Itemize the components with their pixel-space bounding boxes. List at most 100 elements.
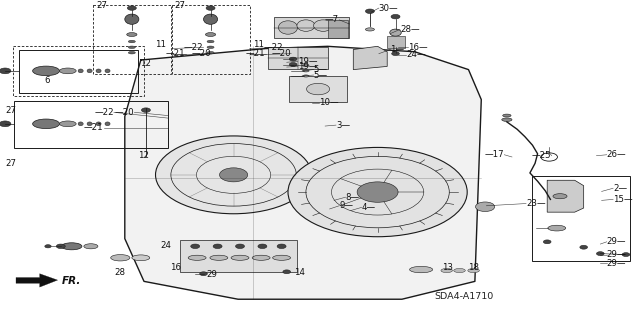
Ellipse shape: [205, 33, 216, 36]
Text: FR.: FR.: [61, 276, 81, 286]
Ellipse shape: [210, 255, 228, 260]
Ellipse shape: [273, 255, 291, 260]
Ellipse shape: [33, 119, 60, 129]
Ellipse shape: [33, 66, 60, 76]
Text: 27: 27: [174, 1, 185, 10]
Ellipse shape: [128, 51, 136, 54]
Text: 13: 13: [442, 263, 452, 272]
Text: —22: —22: [94, 108, 114, 117]
Circle shape: [220, 168, 248, 182]
Circle shape: [206, 6, 215, 10]
Ellipse shape: [303, 70, 309, 72]
Text: —20: —20: [271, 49, 291, 58]
Text: 19—: 19—: [298, 57, 317, 66]
Text: 27: 27: [5, 106, 16, 115]
Ellipse shape: [231, 255, 249, 260]
Ellipse shape: [503, 114, 511, 117]
Ellipse shape: [188, 255, 206, 260]
Text: —21: —21: [246, 49, 266, 58]
Circle shape: [156, 136, 312, 214]
Ellipse shape: [87, 69, 92, 73]
Text: 5—: 5—: [314, 70, 328, 79]
Circle shape: [213, 244, 222, 249]
Circle shape: [307, 83, 330, 95]
Ellipse shape: [502, 118, 512, 122]
Circle shape: [596, 252, 604, 256]
Text: 26—: 26—: [607, 150, 627, 159]
Bar: [172, 5, 250, 74]
Ellipse shape: [61, 243, 82, 250]
Text: 27: 27: [5, 159, 16, 168]
Circle shape: [0, 68, 11, 74]
Ellipse shape: [278, 21, 298, 34]
Text: 12: 12: [140, 59, 150, 68]
Text: —20: —20: [115, 108, 134, 117]
Text: —25: —25: [532, 151, 552, 160]
Text: 11: 11: [253, 40, 264, 48]
Ellipse shape: [441, 269, 452, 273]
Circle shape: [200, 272, 207, 276]
Text: —22: —22: [184, 43, 204, 52]
Bar: [13, 46, 144, 96]
Text: 14: 14: [294, 268, 305, 277]
Ellipse shape: [297, 20, 315, 31]
Bar: [328, 20, 348, 38]
Ellipse shape: [207, 51, 214, 54]
Circle shape: [288, 147, 467, 237]
Bar: [268, 47, 328, 69]
Ellipse shape: [207, 40, 214, 43]
Text: 4—: 4—: [362, 203, 376, 212]
Ellipse shape: [87, 122, 92, 126]
Ellipse shape: [553, 194, 567, 199]
Ellipse shape: [96, 69, 101, 73]
Text: 11: 11: [155, 40, 166, 48]
Ellipse shape: [252, 255, 270, 260]
Text: 16: 16: [170, 263, 180, 272]
Circle shape: [365, 9, 374, 13]
Polygon shape: [547, 180, 584, 212]
Text: 28—: 28—: [400, 25, 420, 34]
Ellipse shape: [60, 121, 76, 127]
Ellipse shape: [128, 46, 136, 48]
Polygon shape: [353, 46, 387, 70]
Circle shape: [283, 270, 291, 274]
Ellipse shape: [78, 122, 83, 126]
Ellipse shape: [303, 75, 309, 77]
Text: 10—: 10—: [319, 98, 339, 107]
Text: SDA4-A1710: SDA4-A1710: [435, 292, 493, 301]
Ellipse shape: [454, 269, 465, 273]
Ellipse shape: [410, 266, 433, 273]
Ellipse shape: [204, 14, 218, 24]
Text: 12: 12: [138, 151, 148, 160]
Circle shape: [56, 244, 65, 249]
Text: 15—: 15—: [613, 195, 633, 204]
Circle shape: [476, 202, 495, 211]
Text: 19—: 19—: [298, 62, 317, 71]
Text: 6: 6: [45, 76, 51, 85]
Ellipse shape: [365, 28, 374, 31]
Text: 8—: 8—: [346, 193, 360, 202]
Ellipse shape: [132, 255, 150, 261]
Bar: [289, 76, 347, 102]
Ellipse shape: [96, 122, 101, 126]
Text: 28: 28: [114, 268, 125, 277]
Circle shape: [236, 244, 244, 249]
Polygon shape: [125, 46, 481, 299]
Ellipse shape: [60, 68, 76, 74]
Ellipse shape: [105, 122, 110, 126]
Text: 3—: 3—: [336, 121, 350, 130]
Circle shape: [357, 182, 398, 202]
Circle shape: [191, 244, 200, 249]
Circle shape: [391, 14, 400, 19]
Circle shape: [45, 245, 51, 248]
Bar: [93, 5, 171, 74]
Text: 29—: 29—: [607, 250, 626, 259]
Polygon shape: [16, 274, 58, 287]
Text: —17: —17: [484, 150, 504, 159]
Ellipse shape: [303, 64, 309, 67]
Text: 5—: 5—: [314, 65, 328, 74]
Text: 24—: 24—: [406, 50, 426, 59]
Text: —7: —7: [325, 15, 339, 24]
Circle shape: [392, 52, 399, 56]
Text: 18: 18: [468, 263, 479, 272]
